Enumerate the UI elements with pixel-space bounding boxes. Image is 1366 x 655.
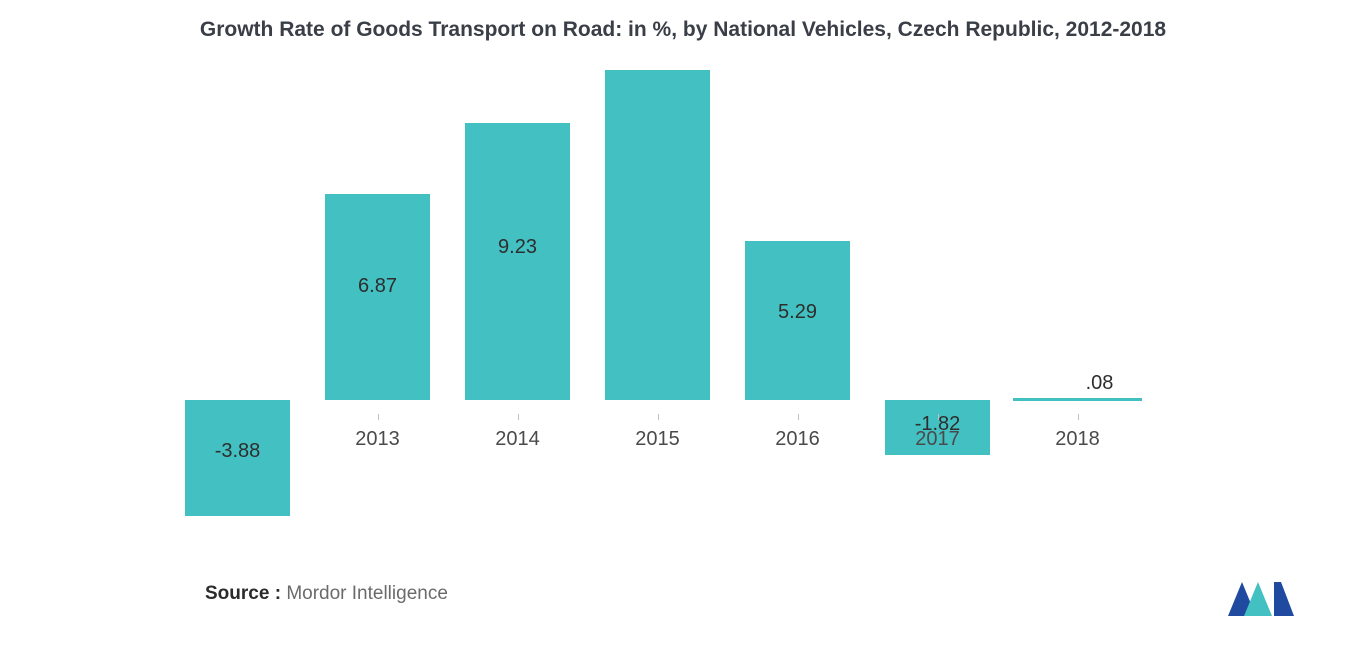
bar-value-label: .08	[1086, 372, 1114, 395]
bar-value-label: -3.88	[215, 440, 261, 463]
x-axis-label: 2016	[775, 428, 820, 451]
chart-container: Growth Rate of Goods Transport on Road: …	[0, 0, 1366, 655]
mordor-logo-icon	[1226, 572, 1296, 620]
source-label: Source :	[205, 583, 281, 604]
chart-title: Growth Rate of Goods Transport on Road: …	[0, 0, 1366, 42]
x-axis-tick	[518, 414, 519, 420]
source-value: Mordor Intelligence	[286, 583, 448, 604]
bar-value-label: 5.29	[778, 301, 817, 324]
source-line: Source : Mordor Intelligence	[205, 583, 448, 605]
x-axis-tick	[798, 414, 799, 420]
x-axis-tick	[938, 414, 939, 420]
x-axis-label: 2014	[495, 428, 540, 451]
bar	[1013, 398, 1142, 401]
bar	[605, 70, 710, 400]
x-axis-label: 2017	[915, 428, 960, 451]
bar-value-label: 9.23	[498, 236, 537, 259]
x-axis-label: 2018	[1055, 428, 1100, 451]
x-axis-label: 2015	[635, 428, 680, 451]
x-axis-tick	[378, 414, 379, 420]
x-axis-tick	[1078, 414, 1079, 420]
bar-value-label: 6.87	[358, 275, 397, 298]
chart-plot-area: -3.886.8720139.23201420155.292016-1.8220…	[185, 50, 1165, 510]
x-axis-label: 2013	[355, 428, 400, 451]
x-axis-tick	[658, 414, 659, 420]
bar	[465, 123, 570, 400]
